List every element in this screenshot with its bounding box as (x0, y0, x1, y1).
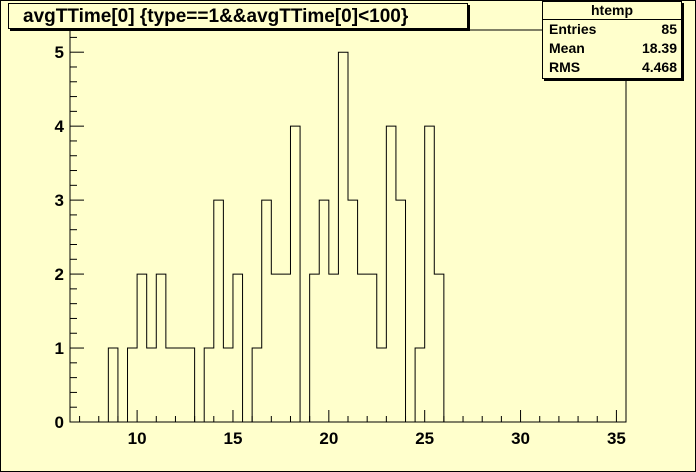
histogram-bin (338, 52, 348, 422)
x-tick-label: 35 (607, 429, 626, 448)
stats-row-entries: Entries 85 (543, 20, 681, 39)
stats-value-entries: 85 (661, 21, 677, 37)
stats-box: htemp Entries 85 Mean 18.39 RMS 4.468 (542, 1, 682, 79)
histogram-title: avgTTime[0] {type==1&&avgTTime[0]<100} (8, 3, 468, 29)
histogram-bin (156, 274, 166, 422)
histogram-bin (271, 274, 281, 422)
histogram-bin (415, 348, 425, 422)
histogram-bin (262, 200, 272, 422)
histogram-bin (425, 126, 435, 422)
histogram-bin (204, 348, 214, 422)
histogram-outline (107, 51, 454, 423)
x-tick-label: 30 (511, 429, 530, 448)
stats-label-entries: Entries (549, 21, 597, 37)
stats-value-rms: 4.468 (641, 59, 677, 75)
histogram-bin (396, 200, 406, 422)
histogram-bin (108, 348, 118, 422)
histogram-bin (128, 348, 138, 422)
histogram-bin (147, 348, 157, 422)
stats-box-name: htemp (543, 2, 681, 20)
y-tick-label: 0 (55, 413, 64, 432)
histogram-bin (166, 348, 176, 422)
histogram-bin (310, 274, 320, 422)
stats-row-mean: Mean 18.39 (543, 39, 681, 58)
histogram-bin (185, 348, 195, 422)
histogram-bin (290, 126, 300, 422)
histogram-bin (175, 348, 185, 422)
histogram-bin (252, 348, 262, 422)
y-tick-label: 1 (55, 339, 64, 358)
histogram-bin (223, 348, 233, 422)
stats-label-rms: RMS (549, 59, 581, 75)
y-tick-label: 5 (55, 43, 64, 62)
stats-value-mean: 18.39 (641, 40, 677, 56)
histogram-bin (358, 274, 368, 422)
histogram-bin (137, 274, 147, 422)
stats-label-mean: Mean (549, 40, 585, 56)
stats-row-rms: RMS 4.468 (543, 58, 681, 77)
y-tick-label: 3 (55, 191, 64, 210)
histogram-bin (367, 274, 377, 422)
histogram-bin (214, 200, 224, 422)
y-tick-label: 2 (55, 265, 64, 284)
x-tick-label: 15 (224, 429, 243, 448)
x-tick-label: 10 (128, 429, 147, 448)
histogram-bin (377, 348, 387, 422)
y-tick-label: 4 (55, 117, 65, 136)
histogram-layer (107, 51, 454, 423)
histogram-bin (348, 200, 358, 422)
histogram-bin (386, 126, 396, 422)
x-tick-label: 20 (319, 429, 338, 448)
histogram-bin (281, 274, 291, 422)
x-tick-label: 25 (415, 429, 434, 448)
histogram-bin (434, 274, 444, 422)
histogram-bin (329, 274, 339, 422)
histogram-bin (233, 274, 243, 422)
histogram-bin (319, 200, 329, 422)
